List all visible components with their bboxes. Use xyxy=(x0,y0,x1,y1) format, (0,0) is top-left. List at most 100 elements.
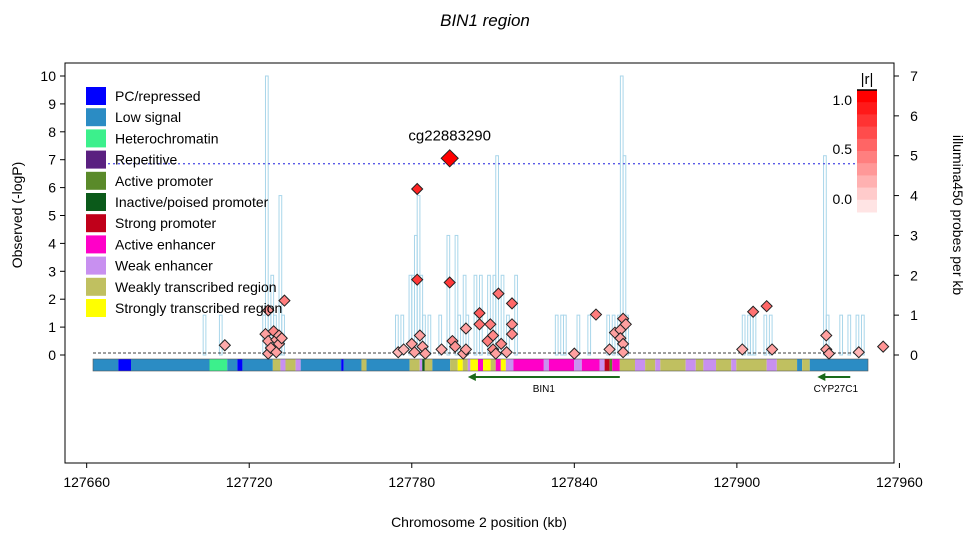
methylation-probe-point xyxy=(876,340,890,353)
chromatin-segment xyxy=(490,359,496,371)
chromatin-segment xyxy=(272,359,281,371)
gene-arrow-head xyxy=(467,373,476,381)
y-tick-label: 7 xyxy=(48,152,56,168)
methylation-probe-point xyxy=(448,340,462,353)
y-right-tick-label: 4 xyxy=(910,188,918,204)
y-right-tick-label: 5 xyxy=(910,148,918,164)
probe-density-bar xyxy=(847,314,852,356)
x-tick-label: 127660 xyxy=(63,474,110,490)
methylation-probe-point xyxy=(500,346,513,359)
y-tick-label: 3 xyxy=(48,263,56,279)
probe-density-bar xyxy=(454,234,459,356)
methylation-probe-point xyxy=(261,304,275,317)
methylation-probe-point xyxy=(278,294,291,307)
methylation-probe-point xyxy=(746,305,760,318)
legend-label: Inactive/poised promoter xyxy=(115,194,269,210)
probe-density-bar xyxy=(860,314,865,356)
chromatin-segment xyxy=(574,359,582,371)
legend-swatch xyxy=(86,277,106,296)
chromatin-segment xyxy=(285,359,296,371)
chromatin-segment xyxy=(802,359,810,371)
r-scale-step xyxy=(857,187,877,201)
chromatin-segment xyxy=(457,359,463,371)
chromatin-segment xyxy=(300,359,342,371)
chromatin-segment xyxy=(604,359,610,371)
chromatin-segment xyxy=(432,359,451,371)
methylation-probe-point xyxy=(459,343,473,356)
methylation-probe-point xyxy=(473,306,486,320)
probe-density-bar xyxy=(202,314,207,356)
threshold-lines xyxy=(93,163,858,354)
chromatin-segment xyxy=(655,359,661,371)
methylation-probe-point xyxy=(760,299,773,313)
chromatin-segment xyxy=(548,359,575,371)
methylation-probe-point xyxy=(765,343,779,356)
legend-swatch xyxy=(86,87,106,105)
methylation-probe-point xyxy=(822,347,836,360)
probe-density-bar xyxy=(400,314,405,356)
legend-label: Strongly transcribed region xyxy=(115,300,282,316)
chromatin-segment xyxy=(118,359,131,371)
r-scale-step xyxy=(857,114,877,128)
x-axis: 127660 127720 127780 127840 127900 127960 xyxy=(63,463,923,490)
chart-title: BIN1 region xyxy=(440,11,530,30)
legend-swatch xyxy=(86,193,106,211)
legend-label: Weak enhancer xyxy=(115,258,213,274)
probe-density-bar xyxy=(554,314,559,356)
legend-swatch xyxy=(86,171,106,190)
probe-density-bar xyxy=(752,314,757,356)
probe-density-bar xyxy=(427,314,432,356)
probe-density-bar xyxy=(741,314,746,356)
gene-label: CYP27C1 xyxy=(814,384,859,395)
methylation-probe-point xyxy=(505,327,519,341)
methylation-probe-point xyxy=(852,346,865,359)
methylation-probe-point xyxy=(410,182,424,196)
chromatin-segment xyxy=(543,359,549,371)
chromatin-segment xyxy=(341,359,344,371)
methylation-probe-point xyxy=(270,346,283,359)
r-scale-step xyxy=(857,151,877,164)
y-right-tick-label: 0 xyxy=(910,347,918,363)
methylation-probe-point xyxy=(589,308,603,321)
chromatin-segment xyxy=(424,359,433,371)
x-tick-label: 127960 xyxy=(876,474,923,490)
chromatin-segment xyxy=(295,359,301,371)
chromatin-segment xyxy=(695,359,704,371)
legend-swatch xyxy=(86,214,106,233)
gene-annotations: BIN1 CYP27C1 xyxy=(467,373,859,395)
chromatin-segment xyxy=(685,359,696,371)
chromatin-segment xyxy=(645,359,656,371)
methylation-probe-point xyxy=(419,347,432,360)
chromatin-segment xyxy=(703,359,717,371)
gene-label: BIN1 xyxy=(533,384,556,395)
methylation-probe-point xyxy=(410,273,424,286)
probe-density-bar xyxy=(768,314,773,356)
x-axis-label: Chromosome 2 position (kb) xyxy=(391,514,567,530)
methylation-probe-point xyxy=(408,346,421,359)
chromatin-segment xyxy=(242,359,273,371)
r-scale-step xyxy=(857,199,877,213)
probe-density-bar xyxy=(625,314,630,356)
chromatin-segment xyxy=(731,359,737,371)
y-tick-label: 5 xyxy=(48,208,56,224)
probe-density-bars xyxy=(202,75,865,356)
chromatin-segment xyxy=(130,359,210,371)
legend-label: Repetitive xyxy=(115,152,177,168)
chromatin-segment xyxy=(609,359,613,371)
methylation-probe-point xyxy=(494,337,508,351)
legend-swatch xyxy=(86,256,106,275)
methylation-probe-point xyxy=(820,329,833,342)
methylation-probe-point xyxy=(484,318,497,331)
chromatin-segment xyxy=(361,359,367,371)
chromatin-segment xyxy=(462,359,468,371)
plot-frame xyxy=(64,62,895,464)
probe-density-bar xyxy=(487,274,491,356)
methylation-probe-point xyxy=(505,297,519,310)
chromatin-segment xyxy=(280,359,286,371)
r-scale-tick-label: 0.5 xyxy=(833,141,853,157)
x-tick-label: 127720 xyxy=(226,474,273,490)
chromatin-segment xyxy=(736,359,767,371)
legend-swatch xyxy=(86,129,106,148)
r-scale-tick-label: 1.0 xyxy=(833,92,853,108)
